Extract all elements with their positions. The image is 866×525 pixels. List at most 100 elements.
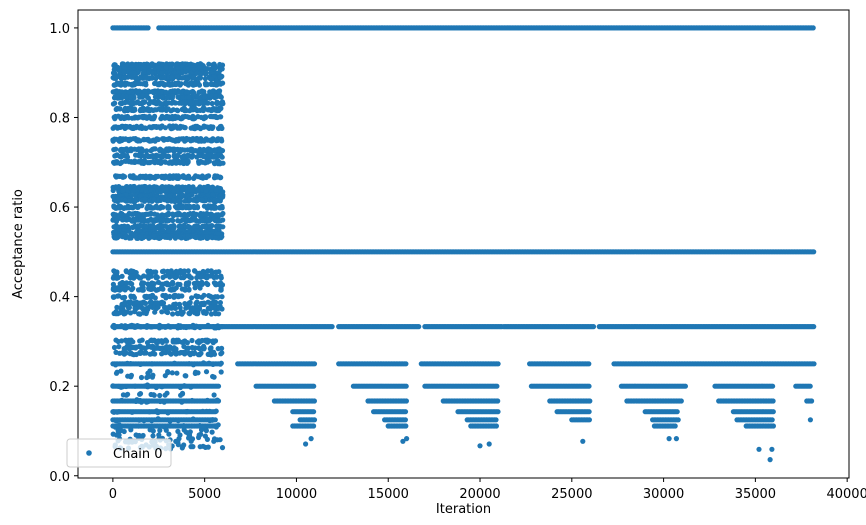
data-point bbox=[150, 223, 156, 229]
data-point bbox=[154, 74, 160, 80]
data-point bbox=[140, 107, 146, 113]
data-point bbox=[149, 61, 155, 67]
data-point bbox=[126, 198, 132, 204]
data-point bbox=[161, 217, 167, 223]
data-point bbox=[183, 81, 189, 87]
data-point bbox=[181, 105, 187, 111]
data-point bbox=[769, 417, 775, 423]
data-point bbox=[212, 161, 218, 167]
data-point bbox=[205, 124, 211, 130]
data-point bbox=[127, 136, 133, 142]
data-point bbox=[311, 383, 317, 389]
data-point bbox=[158, 189, 164, 195]
data-point bbox=[198, 158, 204, 165]
data-point bbox=[193, 218, 199, 224]
data-point bbox=[175, 138, 181, 144]
data-point bbox=[165, 106, 171, 112]
data-point bbox=[205, 107, 211, 113]
data-point bbox=[143, 114, 149, 121]
data-point bbox=[770, 409, 776, 415]
data-point bbox=[110, 187, 116, 194]
data-point bbox=[161, 81, 167, 87]
data-point bbox=[199, 88, 205, 94]
data-point bbox=[119, 217, 126, 223]
data-point bbox=[175, 212, 181, 218]
data-point bbox=[811, 324, 817, 330]
data-point bbox=[186, 175, 192, 181]
data-point bbox=[133, 203, 139, 209]
data-point bbox=[115, 125, 121, 131]
data-point bbox=[209, 100, 215, 107]
data-point bbox=[112, 159, 118, 166]
data-point bbox=[311, 409, 317, 415]
data-point bbox=[807, 383, 813, 389]
data-point bbox=[193, 173, 199, 179]
data-point bbox=[172, 88, 178, 94]
data-point bbox=[144, 152, 150, 158]
data-point bbox=[115, 173, 121, 179]
data-point bbox=[215, 383, 222, 389]
data-point bbox=[194, 70, 200, 76]
data-point bbox=[212, 114, 218, 120]
data-point bbox=[154, 174, 160, 180]
data-point bbox=[128, 101, 134, 107]
data-point bbox=[495, 361, 501, 367]
data-point bbox=[157, 146, 163, 152]
data-point bbox=[183, 69, 189, 75]
data-point bbox=[215, 136, 221, 142]
data-point bbox=[403, 361, 409, 367]
data-point bbox=[416, 324, 422, 330]
data-point bbox=[494, 383, 500, 389]
data-point bbox=[113, 106, 119, 112]
data-point bbox=[217, 93, 223, 99]
data-point bbox=[174, 147, 180, 153]
data-point bbox=[147, 159, 154, 165]
data-point bbox=[329, 324, 335, 330]
data-point bbox=[402, 409, 409, 415]
data-point bbox=[188, 80, 194, 86]
data-point bbox=[811, 361, 817, 367]
data-point bbox=[120, 173, 126, 179]
data-point bbox=[147, 138, 153, 144]
data-point bbox=[311, 423, 317, 429]
data-point bbox=[130, 125, 136, 131]
data-point bbox=[586, 361, 592, 367]
data-point bbox=[209, 138, 215, 144]
data-point bbox=[132, 106, 138, 112]
data-point bbox=[495, 409, 501, 415]
data-point bbox=[678, 398, 684, 404]
data-point bbox=[169, 74, 175, 81]
data-point bbox=[119, 114, 125, 120]
data-point bbox=[138, 74, 144, 80]
data-point bbox=[112, 113, 118, 120]
data-point bbox=[205, 203, 211, 209]
data-point bbox=[151, 114, 157, 121]
data-point bbox=[200, 107, 206, 113]
data-point bbox=[810, 25, 816, 31]
data-point bbox=[198, 174, 204, 181]
data-point bbox=[139, 148, 145, 154]
data-point bbox=[811, 249, 817, 255]
data-point bbox=[186, 114, 192, 120]
data-point bbox=[204, 173, 210, 179]
data-point bbox=[159, 94, 165, 100]
data-point bbox=[153, 124, 159, 130]
data-point bbox=[203, 114, 209, 120]
data-point bbox=[770, 398, 776, 404]
data-point bbox=[586, 383, 592, 389]
data-point bbox=[121, 108, 128, 114]
data-point bbox=[770, 383, 776, 389]
data-point bbox=[122, 197, 128, 203]
data-point bbox=[160, 153, 166, 159]
data-point bbox=[201, 138, 207, 144]
data-point bbox=[158, 124, 164, 130]
data-point bbox=[495, 398, 501, 404]
data-point bbox=[140, 160, 146, 166]
data-point bbox=[179, 192, 185, 198]
data-point bbox=[196, 152, 202, 158]
data-point bbox=[170, 93, 176, 99]
data-point bbox=[140, 81, 146, 87]
data-point bbox=[169, 80, 175, 87]
data-point bbox=[493, 417, 499, 423]
